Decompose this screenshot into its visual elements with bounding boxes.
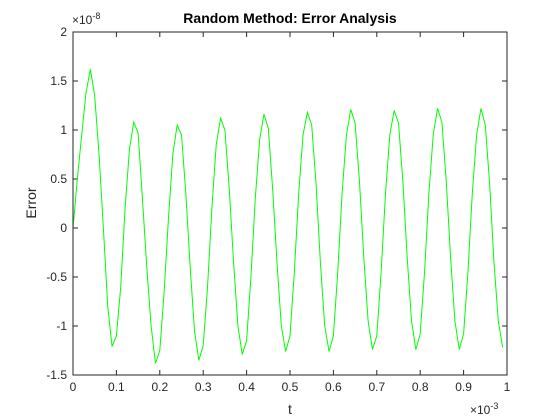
x-tick-label: 0.2 xyxy=(151,380,168,394)
y-tick-label: 1 xyxy=(60,123,67,137)
x-tick-label: 0.4 xyxy=(238,380,255,394)
chart-title: Random Method: Error Analysis xyxy=(183,10,397,26)
y-tick-label: 0.5 xyxy=(50,172,67,186)
x-tick-label: 1 xyxy=(504,380,511,394)
x-tick-label: 0 xyxy=(70,380,77,394)
y-tick-labels: -1.5 -1 -0.5 0 0.5 1 1.5 2 xyxy=(46,25,67,382)
x-tick-label: 0.3 xyxy=(195,380,212,394)
x-tick-label: 0.1 xyxy=(108,380,125,394)
y-tick-label: -1 xyxy=(56,319,67,333)
x-multiplier-exponent: -3 xyxy=(490,401,498,411)
x-axis-multiplier: ×10-3 xyxy=(470,401,498,417)
x-tick-label: 0.5 xyxy=(282,380,299,394)
error-series-line xyxy=(72,69,504,364)
x-tick-label: 0.8 xyxy=(412,380,429,394)
y-multiplier-exponent: -8 xyxy=(92,11,100,21)
y-tick-label: 2 xyxy=(60,25,67,39)
y-tick-label: -1.5 xyxy=(46,368,67,382)
plot-area xyxy=(73,32,507,375)
y-tick-label: -0.5 xyxy=(46,270,67,284)
x-multiplier-base: ×10 xyxy=(470,403,491,417)
y-tick-label: 1.5 xyxy=(50,74,67,88)
y-multiplier-base: ×10 xyxy=(72,13,93,27)
y-tick-label: 0 xyxy=(60,221,67,235)
x-tick-labels: 0 0.1 0.2 0.3 0.4 0.5 0.6 0.7 0.8 0.9 1 xyxy=(70,380,511,394)
x-tick-label: 0.7 xyxy=(368,380,385,394)
x-axis-label: t xyxy=(288,401,292,417)
y-axis-label: Error xyxy=(23,187,39,218)
x-tick-label: 0.9 xyxy=(455,380,472,394)
x-tick-label: 0.6 xyxy=(325,380,342,394)
axes-box xyxy=(72,31,508,376)
y-axis-multiplier: ×10-8 xyxy=(72,11,100,27)
